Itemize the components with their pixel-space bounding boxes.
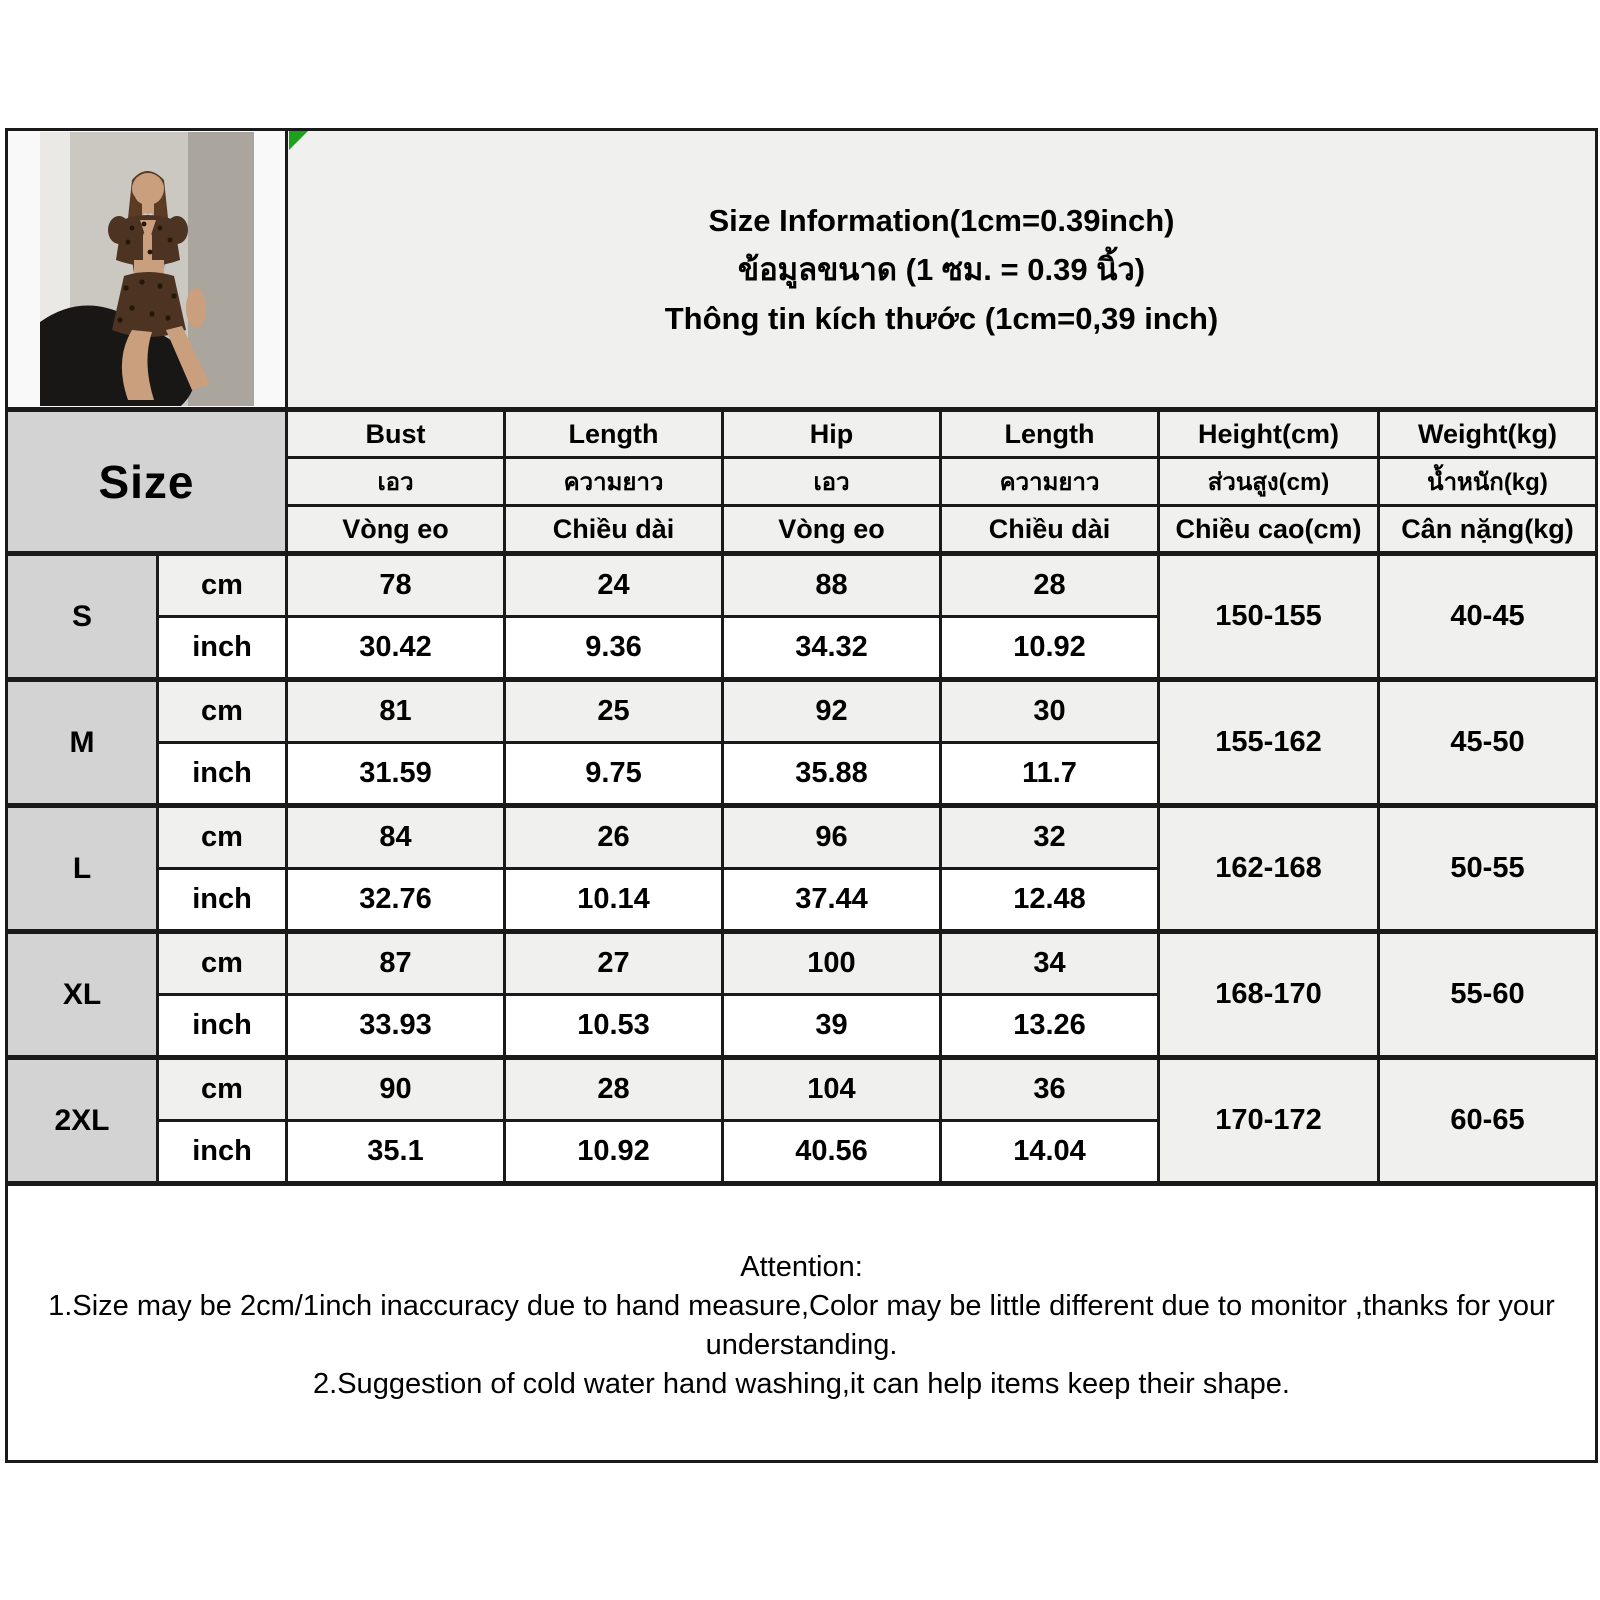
weight-cell: 55-60	[1377, 929, 1598, 1059]
value-cell: 78	[285, 551, 506, 618]
value-cell: 40.56	[721, 1119, 942, 1185]
value-cell: 88	[721, 551, 942, 618]
col-header-height-th: ส่วนสูง(cm)	[1157, 456, 1380, 507]
value-cell: 35.1	[285, 1119, 506, 1185]
col-header-weight-th: น้ำหนัก(kg)	[1377, 456, 1598, 507]
value-cell: 10.92	[503, 1119, 724, 1185]
value-cell: 27	[503, 929, 724, 996]
col-header-height-en: Height(cm)	[1157, 407, 1380, 459]
weight-cell: 50-55	[1377, 803, 1598, 933]
col-header-hip-th: เอว	[721, 456, 942, 507]
value-cell: 31.59	[285, 741, 506, 807]
height-cell: 155-162	[1157, 677, 1380, 807]
value-cell: 24	[503, 551, 724, 618]
value-cell: 13.26	[939, 993, 1160, 1059]
value-cell: 87	[285, 929, 506, 996]
value-cell: 92	[721, 677, 942, 744]
unit-label: cm	[156, 929, 288, 996]
weight-cell: 40-45	[1377, 551, 1598, 681]
value-cell: 30	[939, 677, 1160, 744]
title-line-en: Size Information(1cm=0.39inch)	[708, 202, 1175, 238]
col-header-bust-vi: Vòng eo	[285, 504, 506, 555]
value-cell: 10.92	[939, 615, 1160, 681]
product-photo	[39, 132, 254, 406]
value-cell: 33.93	[285, 993, 506, 1059]
value-cell: 9.36	[503, 615, 724, 681]
value-cell: 96	[721, 803, 942, 870]
value-cell: 36	[939, 1055, 1160, 1122]
value-cell: 32.76	[285, 867, 506, 933]
value-cell: 81	[285, 677, 506, 744]
value-cell: 90	[285, 1055, 506, 1122]
value-cell: 9.75	[503, 741, 724, 807]
size-chart-sheet: Size Information(1cm=0.39inch) ข้อมูลขนา…	[5, 128, 1598, 1463]
value-cell: 10.14	[503, 867, 724, 933]
unit-label: inch	[156, 867, 288, 933]
attention-item-2: 2.Suggestion of cold water hand washing,…	[313, 1368, 1290, 1400]
value-cell: 84	[285, 803, 506, 870]
attention-note: Attention: 1.Size may be 2cm/1inch inacc…	[5, 1181, 1598, 1463]
value-cell: 26	[503, 803, 724, 870]
weight-cell: 60-65	[1377, 1055, 1598, 1185]
value-cell: 100	[721, 929, 942, 996]
attention-item-1: 1.Size may be 2cm/1inch inaccuracy due t…	[48, 1290, 1555, 1361]
unit-label: cm	[156, 1055, 288, 1122]
unit-label: inch	[156, 1119, 288, 1185]
unit-label: cm	[156, 803, 288, 870]
attention-title: Attention:	[740, 1251, 863, 1283]
col-header-height-vi: Chiều cao(cm)	[1157, 504, 1380, 555]
value-cell: 14.04	[939, 1119, 1160, 1185]
size-label: S	[5, 551, 159, 681]
col-header-hip-vi: Vòng eo	[721, 504, 942, 555]
value-cell: 10.53	[503, 993, 724, 1059]
value-cell: 35.88	[721, 741, 942, 807]
unit-label: inch	[156, 993, 288, 1059]
col-header-length1-th: ความยาว	[503, 456, 724, 507]
title-line-th: ข้อมูลขนาด (1 ซม. = 0.39 นิ้ว)	[737, 251, 1146, 287]
green-corner-flag-icon	[289, 132, 308, 150]
value-cell: 34.32	[721, 615, 942, 681]
value-cell: 25	[503, 677, 724, 744]
value-cell: 37.44	[721, 867, 942, 933]
col-header-length1-vi: Chiều dài	[503, 504, 724, 555]
size-label: 2XL	[5, 1055, 159, 1185]
title-line-vi: Thông tin kích thước (1cm=0,39 inch)	[664, 300, 1219, 336]
col-header-bust-th: เอว	[285, 456, 506, 507]
weight-cell: 45-50	[1377, 677, 1598, 807]
col-header-bust-en: Bust	[285, 407, 506, 459]
value-cell: 28	[939, 551, 1160, 618]
height-cell: 168-170	[1157, 929, 1380, 1059]
value-cell: 11.7	[939, 741, 1160, 807]
col-header-weight-vi: Cân nặng(kg)	[1377, 504, 1598, 555]
col-header-length1-en: Length	[503, 407, 724, 459]
size-label: XL	[5, 929, 159, 1059]
col-header-length2-th: ความยาว	[939, 456, 1160, 507]
height-cell: 150-155	[1157, 551, 1380, 681]
unit-label: inch	[156, 615, 288, 681]
size-label: L	[5, 803, 159, 933]
unit-label: cm	[156, 551, 288, 618]
height-cell: 170-172	[1157, 1055, 1380, 1185]
unit-label: cm	[156, 677, 288, 744]
col-header-length2-en: Length	[939, 407, 1160, 459]
value-cell: 12.48	[939, 867, 1160, 933]
value-cell: 34	[939, 929, 1160, 996]
col-header-hip-en: Hip	[721, 407, 942, 459]
unit-label: inch	[156, 741, 288, 807]
height-cell: 162-168	[1157, 803, 1380, 933]
value-cell: 104	[721, 1055, 942, 1122]
size-header-cell: Size	[5, 407, 288, 555]
value-cell: 32	[939, 803, 1160, 870]
col-header-length2-vi: Chiều dài	[939, 504, 1160, 555]
size-info-title-cell: Size Information(1cm=0.39inch) ข้อมูลขนา…	[285, 128, 1598, 411]
product-photo-illustration	[39, 132, 254, 406]
col-header-weight-en: Weight(kg)	[1377, 407, 1598, 459]
value-cell: 28	[503, 1055, 724, 1122]
size-chart-table: Size Information(1cm=0.39inch) ข้อมูลขนา…	[5, 128, 1598, 1463]
value-cell: 30.42	[285, 615, 506, 681]
size-label: M	[5, 677, 159, 807]
value-cell: 39	[721, 993, 942, 1059]
product-photo-cell	[5, 128, 288, 411]
